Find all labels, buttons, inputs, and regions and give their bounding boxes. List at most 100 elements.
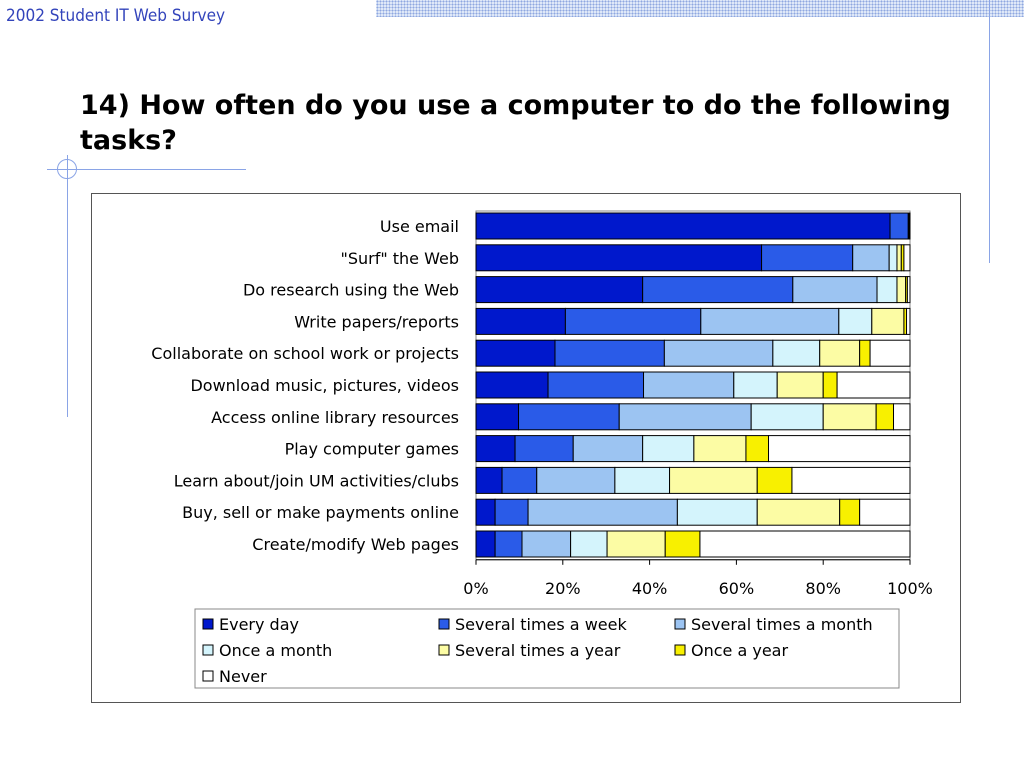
bar-segment [475, 498, 496, 526]
bar-segment [896, 276, 907, 304]
category-label: Download music, pictures, videos [190, 376, 459, 395]
bar-segment [756, 466, 793, 494]
bar-segment [908, 212, 911, 240]
bar-segment [906, 276, 911, 304]
decorative-vertical-line [989, 0, 990, 263]
bar-segment [663, 339, 774, 367]
bar-segment [475, 371, 549, 399]
category-label: Buy, sell or make payments online [182, 503, 459, 522]
bar-segment [838, 307, 873, 335]
bar-segment [475, 212, 891, 240]
bar-segment [745, 435, 770, 463]
bar-segment [859, 339, 871, 367]
bar-segment [547, 371, 645, 399]
bar-segment [906, 307, 911, 335]
bar-segment [475, 435, 516, 463]
bar-segment [903, 244, 911, 272]
x-tick-label: 40% [632, 579, 668, 598]
bar-segment [570, 530, 608, 558]
bar-segment [554, 339, 665, 367]
bar-segment [768, 435, 911, 463]
bar-segment [889, 212, 909, 240]
bar-segment [618, 403, 752, 431]
header-decoration-band [376, 0, 1024, 17]
bar-segment [536, 466, 616, 494]
category-label: Collaborate on school work or projects [151, 344, 459, 363]
bar-segment [859, 498, 911, 526]
bar-segment [669, 466, 758, 494]
category-label: Learn about/join UM activities/clubs [174, 471, 459, 490]
bar-segment [643, 371, 735, 399]
legend-swatch [202, 644, 214, 656]
bar-segment [642, 435, 695, 463]
legend-label: Once a year [691, 641, 788, 660]
bar-segment [514, 435, 574, 463]
bar-segment [822, 371, 838, 399]
bar-segment [475, 530, 496, 558]
bar-segment [871, 307, 905, 335]
bar-segment [756, 498, 841, 526]
bar-segment [733, 371, 778, 399]
decorative-vertical-line-left [67, 155, 68, 417]
legend-label: Several times a year [455, 641, 621, 660]
category-label: Create/modify Web pages [252, 535, 459, 554]
bar-segment [822, 403, 877, 431]
bar-segment [772, 339, 821, 367]
bar-segment [761, 244, 854, 272]
bar-segment [606, 530, 666, 558]
bar-segment [518, 403, 620, 431]
bar-segment [676, 498, 758, 526]
bar-segment [852, 244, 890, 272]
bar-segment [475, 339, 556, 367]
bar-segment [869, 339, 911, 367]
bar-segment [700, 307, 840, 335]
legend-swatch [674, 644, 686, 656]
bar-segment [494, 498, 529, 526]
chart-frame: Use email "Surf" the Web Do research using… [91, 193, 961, 703]
category-label: Access online library resources [211, 408, 459, 427]
x-tick-label: 80% [805, 579, 841, 598]
bar-segment [475, 403, 520, 431]
legend-swatch [438, 644, 450, 656]
bar-segment [791, 466, 911, 494]
bar-segment [750, 403, 824, 431]
bar-segment [776, 371, 824, 399]
bar-segment [819, 339, 861, 367]
stacked-bar-chart: Use email "Surf" the Web Do research using… [151, 210, 933, 689]
category-label: "Surf" the Web [340, 249, 459, 268]
x-tick-label: 20% [545, 579, 581, 598]
bar-segment [893, 403, 911, 431]
bar-segment [475, 466, 503, 494]
bar-segment [792, 276, 878, 304]
bar-segment [564, 307, 702, 335]
legend-label: Once a month [219, 641, 332, 660]
bar-segment [875, 403, 895, 431]
bar-segment [693, 435, 747, 463]
bar-segment [699, 530, 911, 558]
bar-segment [475, 244, 763, 272]
legend-box [194, 608, 900, 689]
legend-swatch [674, 618, 686, 630]
bar-segment [475, 307, 566, 335]
legend-swatch [202, 670, 214, 682]
category-label: Write papers/reports [294, 312, 459, 331]
bar-segment [888, 244, 898, 272]
legend-swatch [438, 618, 450, 630]
legend-label: Never [219, 667, 267, 686]
bar-segment [527, 498, 678, 526]
slide-title: 14) How often do you use a computer to d… [80, 90, 951, 156]
category-label: Use email [380, 217, 459, 236]
decorative-circle [57, 159, 77, 179]
legend: Every day Several times a week Several tim… [194, 608, 900, 689]
x-tick-label: 100% [887, 579, 933, 598]
bar-segment [876, 276, 898, 304]
bar-segment [572, 435, 644, 463]
bar-segment [896, 244, 902, 272]
bar-segment [614, 466, 671, 494]
category-label: Do research using the Web [243, 281, 459, 300]
legend-label: Several times a month [691, 615, 873, 634]
bar-segment [839, 498, 861, 526]
legend-label: Every day [219, 615, 299, 634]
bar-segment [501, 466, 538, 494]
header-title: 2002 Student IT Web Survey [6, 6, 226, 26]
